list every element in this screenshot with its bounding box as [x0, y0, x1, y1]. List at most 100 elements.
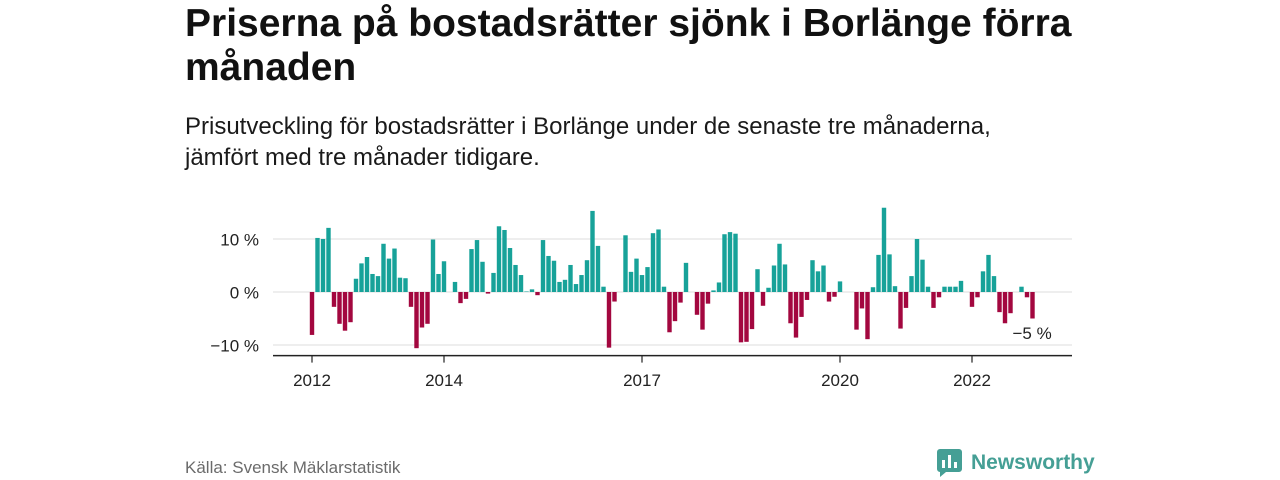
bar: [832, 292, 837, 297]
bar: [502, 229, 507, 292]
bar: [667, 292, 672, 333]
bar: [975, 292, 980, 298]
bar: [612, 292, 617, 302]
bar: [650, 233, 656, 292]
bar: [469, 249, 474, 292]
bar: [595, 245, 601, 292]
bar: [1008, 292, 1013, 314]
bar: [507, 248, 513, 292]
bar: [997, 292, 1002, 313]
bar: [1030, 292, 1035, 319]
bar: [331, 292, 337, 307]
bar-chart: 10 % 0 % −10 % 2012 2014 2017 2020 2022 −5 %: [210, 207, 1072, 391]
bar: [804, 292, 810, 300]
bar: [342, 292, 348, 331]
logo-text: Newsworthy: [971, 451, 1095, 474]
bar: [694, 292, 700, 315]
bar: [788, 292, 793, 324]
bar: [898, 292, 903, 329]
bar: [810, 260, 815, 292]
bar: [375, 276, 381, 292]
bar: [958, 280, 964, 292]
bar: [953, 286, 958, 292]
bar: [744, 292, 749, 342]
bar: [408, 292, 414, 307]
bar: [991, 276, 997, 292]
bar: [584, 260, 590, 292]
bar: [920, 259, 925, 292]
bar: [524, 291, 529, 292]
page-title: Priserna på bostadsrätter sjönk i Borlän…: [185, 2, 1072, 89]
bar: [315, 237, 320, 292]
bar: [733, 233, 738, 292]
bar: [381, 243, 386, 292]
bar: [485, 292, 491, 294]
bar: [392, 248, 397, 292]
bar: [881, 207, 887, 292]
y-tick-label: 10 %: [220, 231, 259, 250]
bar: [947, 286, 953, 292]
bar: [821, 265, 826, 292]
bar: [716, 282, 722, 292]
x-tick-label: 2014: [425, 371, 463, 390]
bar: [419, 292, 425, 328]
bar: [656, 229, 661, 292]
bar: [766, 287, 771, 292]
bar: [573, 284, 579, 292]
bar: [678, 292, 683, 303]
bar: [903, 292, 909, 308]
bar: [441, 261, 447, 292]
bar: [634, 258, 639, 292]
annotation-label: −5 %: [1013, 324, 1052, 343]
bar: [700, 292, 705, 330]
bar: [601, 286, 606, 292]
bar: [430, 239, 436, 292]
bar: [518, 275, 524, 292]
bar: [727, 232, 733, 292]
bar: [942, 286, 947, 292]
bar: [590, 210, 595, 292]
y-tick-label: −10 %: [210, 337, 259, 356]
bar: [414, 292, 419, 349]
chart-labels: 10 % 0 % −10 % 2012 2014 2017 2020 2022 −5 %: [210, 231, 1051, 391]
bar: [480, 261, 485, 292]
bar: [436, 273, 441, 292]
bar: [463, 292, 469, 299]
bar: [386, 258, 392, 292]
bar: [793, 292, 799, 338]
bar: [568, 264, 573, 292]
bar: [711, 290, 716, 292]
bars: [309, 207, 1035, 349]
bar: [623, 235, 628, 292]
bar: [645, 267, 650, 292]
bar: [837, 281, 843, 292]
bar: [771, 265, 777, 292]
bar: [909, 276, 914, 292]
bar: [914, 239, 920, 292]
bar: [397, 277, 403, 292]
bar: [353, 278, 359, 292]
bar: [320, 239, 326, 292]
bar: [705, 292, 711, 304]
bar: [782, 264, 788, 292]
bar: [799, 292, 804, 317]
bar: [672, 292, 678, 322]
bar: [722, 234, 727, 292]
bar: [337, 292, 342, 324]
bar: [628, 271, 634, 292]
x-tick-label: 2017: [623, 371, 661, 390]
bar: [859, 292, 865, 309]
bar: [326, 227, 331, 292]
bar: [535, 292, 540, 296]
bar: [925, 286, 931, 292]
bar: [876, 254, 881, 292]
bar: [870, 287, 876, 292]
bar: [562, 279, 568, 292]
bar: [546, 255, 551, 292]
bar: [760, 292, 766, 306]
newsworthy-logo: Newsworthy: [937, 448, 1095, 478]
x-tick-label: 2020: [821, 371, 859, 390]
bar: [606, 292, 612, 348]
bar: [348, 292, 353, 323]
bar: [936, 292, 942, 298]
